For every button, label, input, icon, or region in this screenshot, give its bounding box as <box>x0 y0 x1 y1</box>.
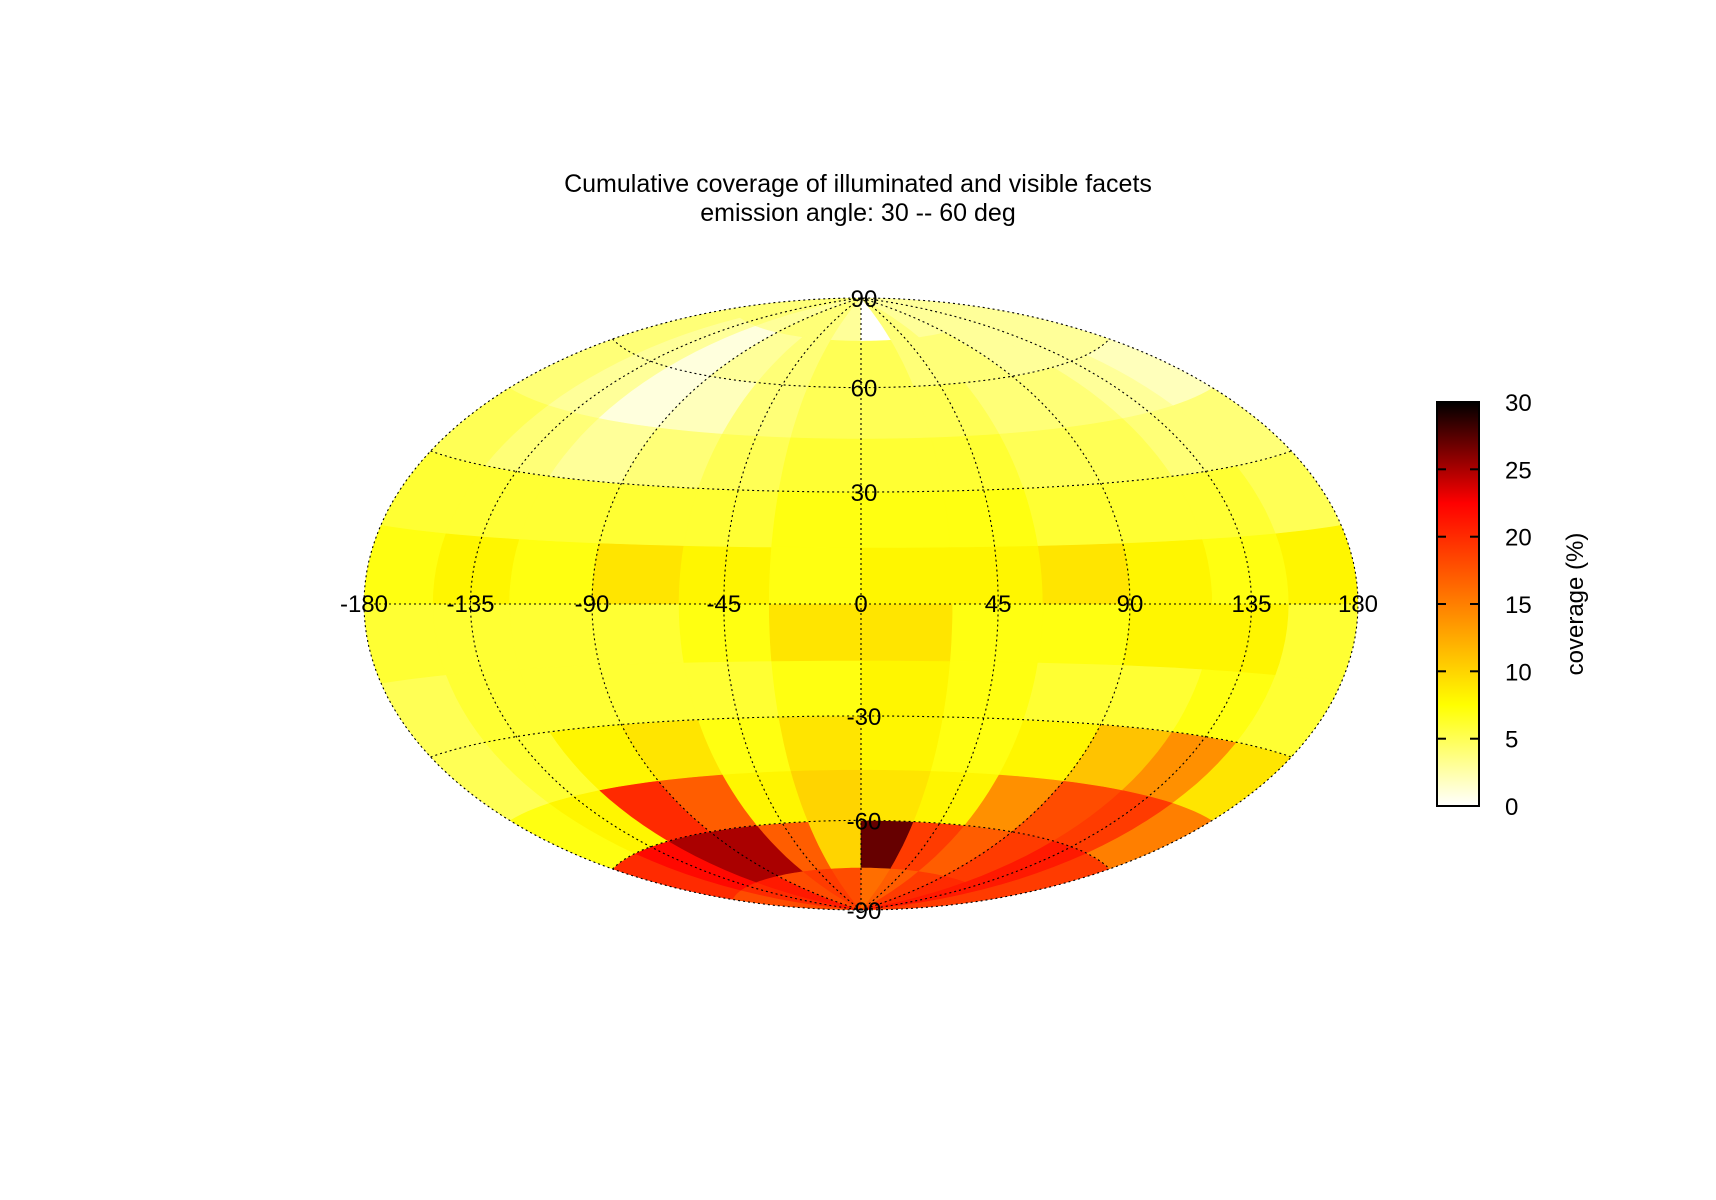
colorbar-label: coverage (%) <box>1562 533 1589 676</box>
lon-tick-label: 45 <box>985 591 1012 618</box>
lat-tick-label: 30 <box>851 480 878 507</box>
heatmap-cell <box>942 660 1039 721</box>
colorbar-tick-label: 0 <box>1505 794 1518 821</box>
parallel-line <box>612 819 1110 870</box>
lat-tick-label: -90 <box>847 898 882 925</box>
heatmap-cells <box>364 298 1358 910</box>
map-graticule <box>364 297 1358 911</box>
heatmap-cell <box>683 660 780 721</box>
lon-tick-label: -135 <box>446 591 494 618</box>
colorbar-tick-label: 25 <box>1505 457 1532 484</box>
latitude-tick-labels: 90 60 30 -30 -60 -90 <box>847 286 882 925</box>
lat-tick-label: 90 <box>851 286 878 313</box>
parallel-line <box>430 450 1292 493</box>
colorbar: 0 5 10 15 20 25 30 coverage (%) <box>1436 390 1589 821</box>
heatmap-cell <box>769 603 862 662</box>
lon-tick-label: -90 <box>575 591 610 618</box>
heatmap-cell <box>771 490 862 548</box>
parallel-line <box>430 715 1292 758</box>
colorbar-tick-label: 20 <box>1505 525 1532 552</box>
lon-tick-label: -45 <box>707 591 742 618</box>
parallel-line <box>612 338 1110 389</box>
lat-tick-label: -60 <box>847 808 882 835</box>
heatmap-cell <box>1275 603 1358 684</box>
longitude-tick-labels: -180 -135 -90 -45 0 45 90 135 180 <box>340 591 1378 618</box>
lon-tick-label: -180 <box>340 591 388 618</box>
colorbar-tick-label: 10 <box>1505 659 1532 686</box>
heatmap-cell <box>683 487 780 548</box>
colorbar-tick-label: 30 <box>1505 390 1532 417</box>
lon-tick-label: 90 <box>1117 591 1144 618</box>
lon-tick-label: 0 <box>854 591 867 618</box>
lon-tick-label: 180 <box>1338 591 1378 618</box>
heatmap-cell <box>942 487 1039 548</box>
chart-subtitle: emission angle: 30 -- 60 deg <box>700 199 1015 227</box>
lat-tick-label: 60 <box>851 376 878 403</box>
heatmap-cell <box>860 546 953 605</box>
meridian-line <box>469 297 862 911</box>
heatmap-cell <box>778 436 862 493</box>
colorbar-ticks: 0 5 10 15 20 25 30 <box>1437 390 1532 821</box>
colorbar-tick-label: 15 <box>1505 592 1532 619</box>
lon-tick-label: 135 <box>1231 591 1271 618</box>
heatmap-cell <box>769 546 862 605</box>
colorbar-tick-label: 5 <box>1505 727 1518 754</box>
lat-tick-label: -30 <box>847 704 882 731</box>
chart-title: Cumulative coverage of illuminated and v… <box>564 170 1152 198</box>
heatmap-cell <box>860 603 953 662</box>
